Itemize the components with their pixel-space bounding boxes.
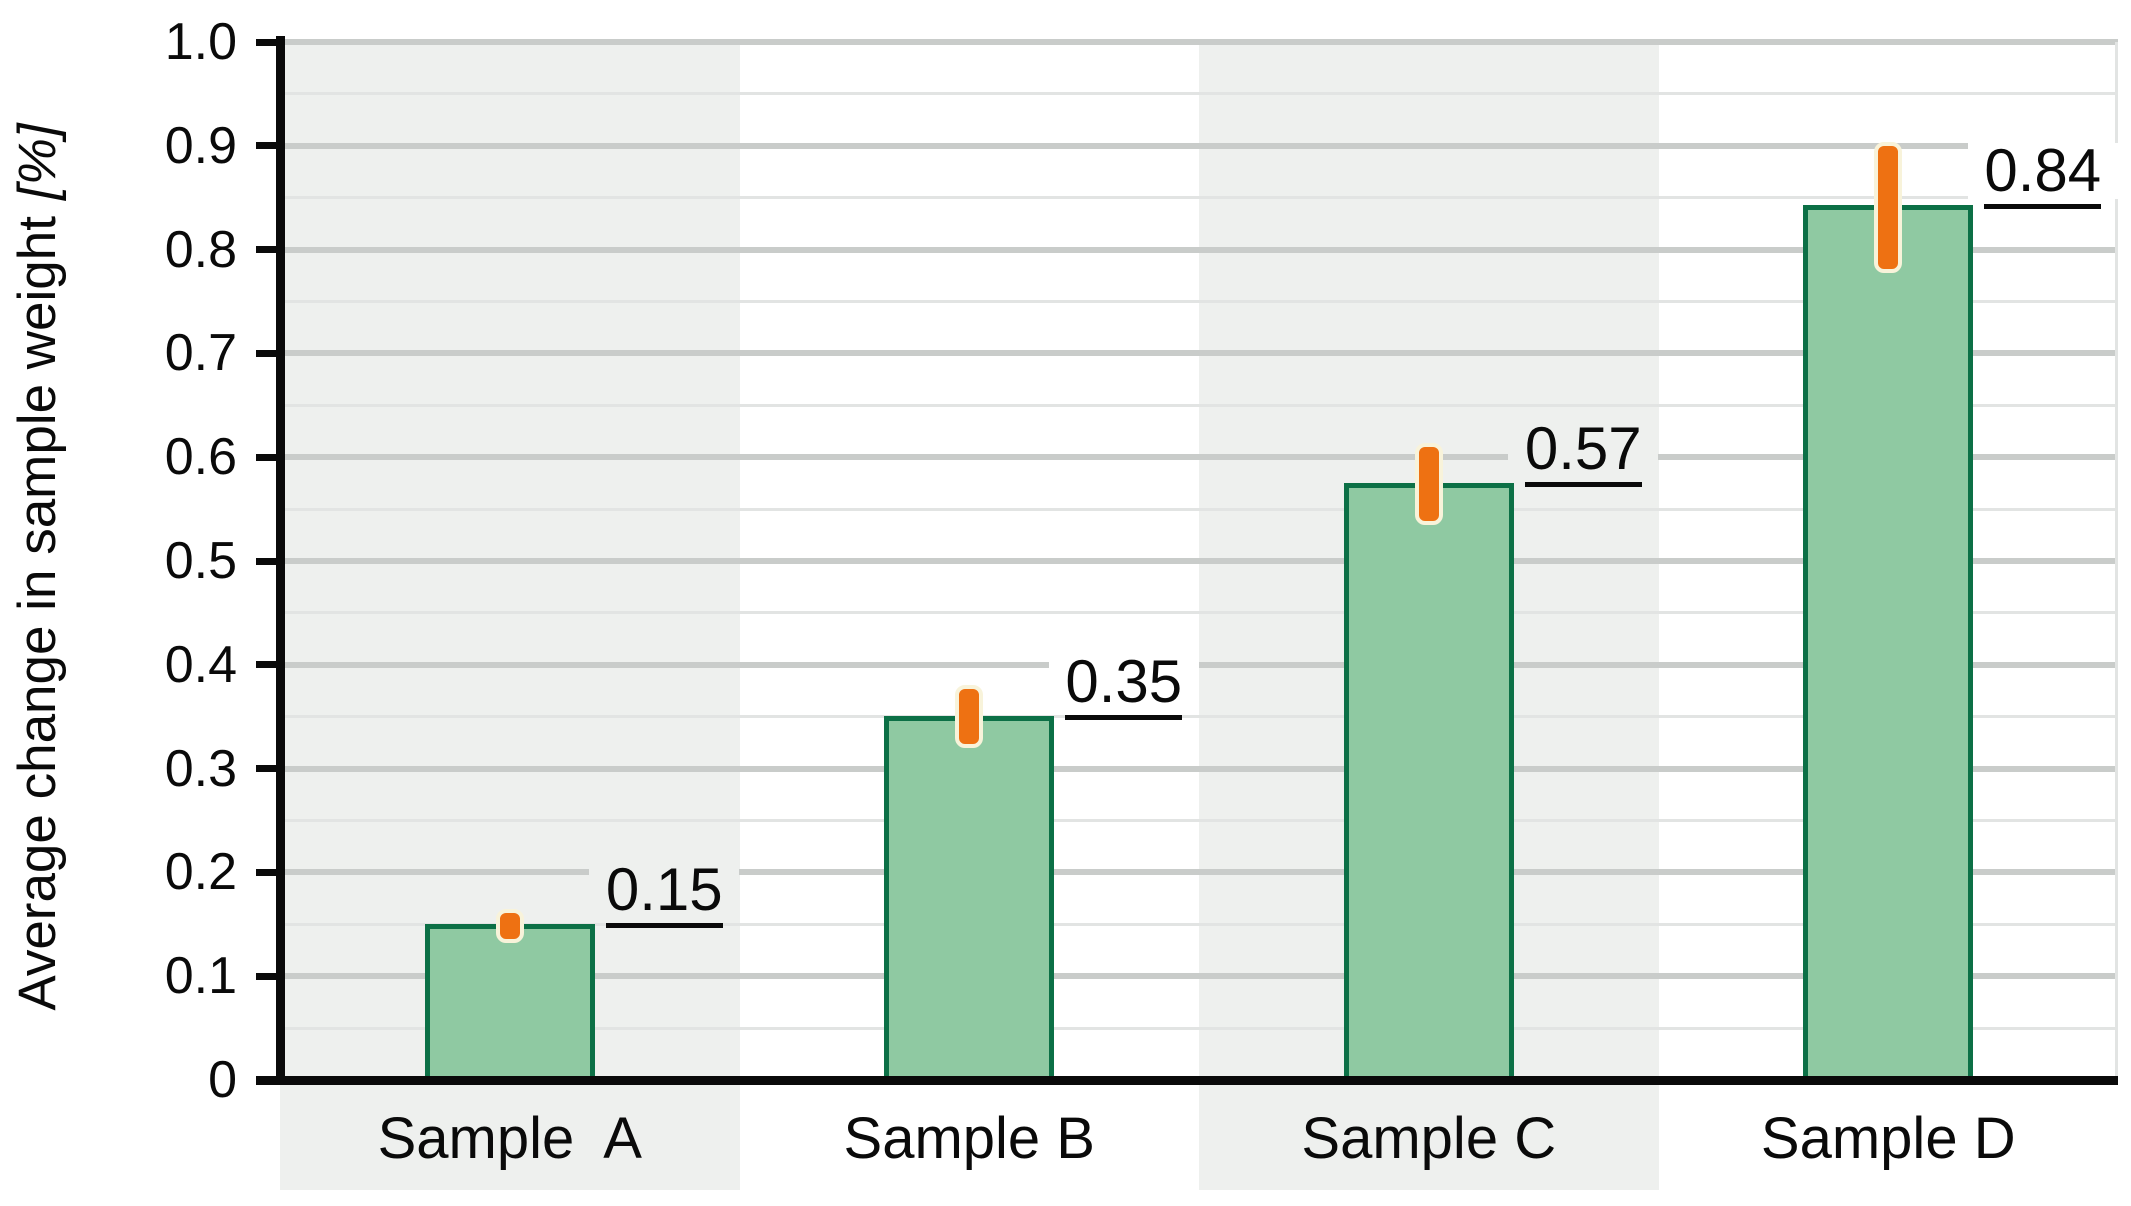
- x-category-label: Sample A: [377, 1106, 642, 1171]
- y-tick: [256, 349, 280, 357]
- bar: [424, 924, 595, 1080]
- y-tick: [256, 661, 280, 669]
- gridline-minor: [280, 715, 2118, 719]
- y-tick-label: 0.8: [164, 220, 237, 279]
- error-bar: [1874, 141, 1903, 274]
- error-bar: [955, 684, 984, 748]
- bar-value-underline: [1065, 714, 1183, 720]
- gridline-major: [280, 246, 2118, 253]
- y-tick-label: 0.3: [164, 739, 237, 798]
- y-tick-label: 0.2: [164, 843, 237, 902]
- y-tick-label: 0.6: [164, 428, 237, 487]
- gridline-minor: [280, 92, 2118, 96]
- gridline-major: [280, 558, 2118, 564]
- bar: [1343, 483, 1514, 1080]
- y-tick: [256, 246, 280, 254]
- y-tick-label: 0.4: [164, 635, 237, 694]
- y-tick-label: 0.1: [164, 947, 237, 1006]
- gridline-major: [280, 39, 2118, 45]
- y-tick: [256, 972, 280, 980]
- y-tick-label: 0.7: [164, 324, 237, 383]
- y-tick-label: 0: [208, 1051, 237, 1109]
- gridline-minor: [280, 611, 2118, 615]
- gridline-minor: [280, 1026, 2118, 1030]
- bar-value-label: 0.15: [589, 860, 740, 920]
- bar: [1803, 204, 1974, 1080]
- y-axis-title-text: Average change in sample weight: [8, 216, 67, 1011]
- gridline-minor: [280, 507, 2118, 511]
- x-category-label: Sample C: [1301, 1106, 1557, 1171]
- y-tick-label: 0.9: [164, 116, 237, 175]
- gridline-major: [280, 350, 2118, 357]
- bar-value-underline: [1524, 482, 1642, 488]
- y-tick: [256, 765, 280, 773]
- gridline-minor: [280, 922, 2118, 926]
- y-tick: [256, 38, 280, 46]
- gridline-major: [280, 454, 2118, 461]
- y-axis-title: Average change in sample weight [%]: [5, 117, 71, 1017]
- x-axis-line: [256, 1076, 2118, 1085]
- bar-value-underline: [1984, 203, 2102, 209]
- y-tick: [256, 868, 280, 876]
- gridline-minor: [280, 819, 2118, 822]
- y-tick-label: 0.5: [164, 532, 237, 590]
- y-tick: [256, 557, 280, 565]
- x-category-label: Sample D: [1760, 1106, 2016, 1171]
- gridline-major: [280, 869, 2118, 876]
- bar-value-label: 0.35: [1048, 651, 1199, 711]
- y-tick: [256, 142, 280, 150]
- gridline-major: [280, 765, 2118, 772]
- plot-right-edge: [2115, 42, 2118, 1080]
- gridline-minor: [280, 196, 2118, 200]
- gridline-minor: [280, 300, 2118, 303]
- y-tick: [256, 453, 280, 461]
- bar-value-label: 0.57: [1508, 419, 1659, 479]
- gridline-major: [280, 973, 2118, 980]
- gridline-major: [280, 142, 2118, 149]
- gridline-minor: [280, 403, 2118, 407]
- bar: [884, 715, 1055, 1080]
- y-axis-unit: [%]: [8, 123, 67, 201]
- error-bar: [495, 908, 524, 943]
- bar-value-underline: [605, 923, 723, 929]
- x-category-label: Sample B: [843, 1106, 1095, 1171]
- gridline-major: [280, 661, 2118, 668]
- y-tick-label: 1.0: [164, 13, 237, 71]
- bar-value-label: 0.84: [1967, 140, 2118, 200]
- error-bar: [1414, 442, 1443, 525]
- y-axis-line: [276, 36, 285, 1085]
